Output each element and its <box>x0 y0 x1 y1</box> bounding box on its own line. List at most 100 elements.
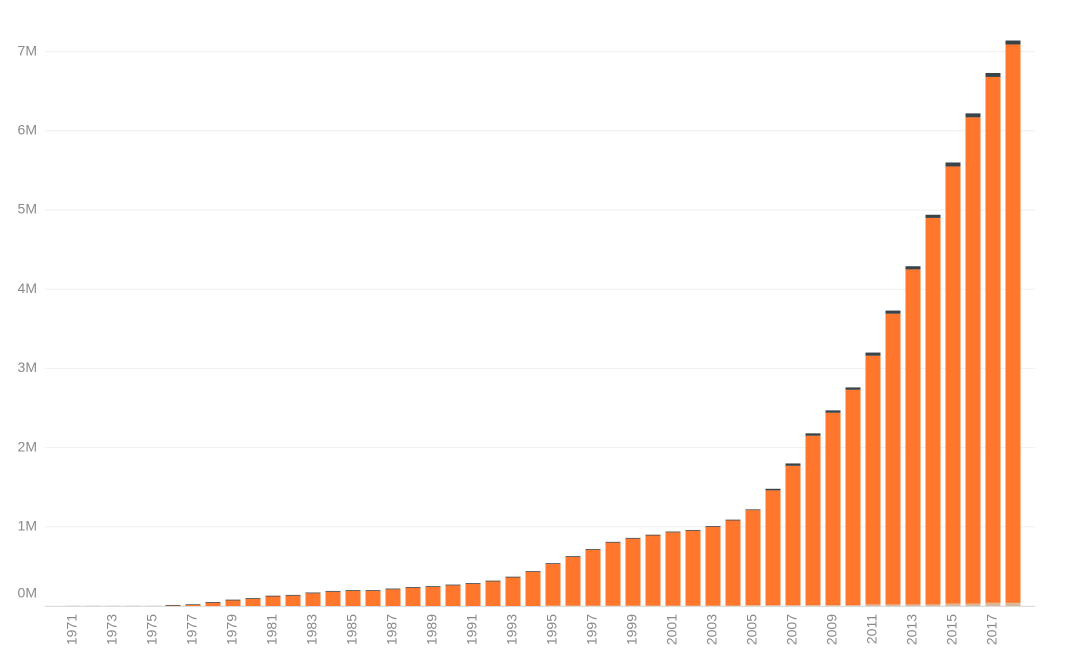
x-tick-label: 1973 <box>104 614 120 645</box>
x-tick-label: 2013 <box>904 614 920 645</box>
bar-segment <box>766 605 781 606</box>
x-tick-label: 1981 <box>264 614 280 645</box>
bar-segment <box>986 77 1001 603</box>
bar-segment <box>386 589 401 590</box>
bar-segment <box>866 353 881 356</box>
bar-segment <box>906 269 921 604</box>
bar-segment <box>966 117 981 603</box>
bar-segment <box>286 596 301 606</box>
bar-segment <box>626 539 641 606</box>
bar-segment <box>1006 603 1021 606</box>
bar-segment <box>406 588 421 606</box>
bar-segment <box>246 598 261 599</box>
bar-segment <box>426 586 441 587</box>
bar-segment <box>226 600 241 606</box>
y-tick-label: 1M <box>18 518 37 534</box>
bar-segment <box>1006 44 1021 602</box>
bar-segment <box>706 526 721 527</box>
bar-segment <box>466 584 481 606</box>
bar-segment <box>566 556 581 557</box>
x-tick-label: 1971 <box>64 614 80 645</box>
bar-segment <box>966 604 981 606</box>
bar-segment <box>866 356 881 605</box>
bar-segment <box>166 605 181 606</box>
bar-segment <box>986 73 1001 77</box>
bar-segment <box>586 550 601 606</box>
bar-segment <box>806 605 821 606</box>
bar-segment <box>326 592 341 606</box>
bar-segment <box>266 596 281 606</box>
bar-segment <box>786 463 801 465</box>
bar-segment <box>386 589 401 606</box>
bar-segment <box>906 266 921 269</box>
bar-segment <box>326 591 341 592</box>
bar-segment <box>446 585 461 606</box>
bar-segment <box>526 572 541 606</box>
bar-segment <box>766 489 781 491</box>
x-tick-label: 1995 <box>544 614 560 645</box>
bar-segment <box>786 605 801 606</box>
bar-segment <box>466 583 481 584</box>
bar-segment <box>586 549 601 550</box>
bar-segment <box>526 571 541 572</box>
x-tick-label: 1979 <box>224 614 240 645</box>
bar-segment <box>346 591 361 606</box>
y-tick-label: 4M <box>18 280 37 296</box>
bar-segment <box>846 390 861 605</box>
bar-segment <box>646 536 661 606</box>
bar-segment <box>566 557 581 606</box>
bar-segment <box>826 605 841 606</box>
bar-segment <box>246 599 261 606</box>
bar-segment <box>886 604 901 606</box>
bar-segment <box>406 587 421 588</box>
x-tick-label: 2015 <box>944 614 960 645</box>
x-tick-label: 2003 <box>704 614 720 645</box>
x-tick-label: 1993 <box>504 614 520 645</box>
bar-segment <box>486 581 501 606</box>
bar-segment <box>206 603 221 606</box>
bar-segment <box>846 605 861 606</box>
x-tick-label: 2011 <box>864 614 880 644</box>
bar-segment <box>546 564 561 606</box>
bar-segment <box>806 433 821 435</box>
bar-segment <box>726 520 741 521</box>
bar-segment <box>266 596 281 597</box>
bar-segment <box>286 595 301 596</box>
bar-segment <box>506 577 521 578</box>
bar-segment <box>886 314 901 605</box>
x-tick-label: 1989 <box>424 614 440 645</box>
y-tick-label: 2M <box>18 438 37 454</box>
bar-segment <box>986 603 1001 606</box>
bar-segment <box>426 587 441 606</box>
x-tick-label: 1983 <box>304 614 320 645</box>
bar-segment <box>606 543 621 606</box>
bar-segment <box>546 563 561 564</box>
bar-segment <box>726 520 741 605</box>
bar-segment <box>366 590 381 591</box>
x-tick-label: 2007 <box>784 614 800 645</box>
bar-segment <box>706 527 721 606</box>
bar-segment <box>666 532 681 533</box>
bar-segment <box>926 215 941 218</box>
bar-segment <box>626 538 641 539</box>
bar-segment <box>206 602 221 603</box>
bar-segment <box>826 410 841 412</box>
bar-segment <box>686 531 701 606</box>
x-tick-label: 2017 <box>984 614 1000 645</box>
bar-segment <box>946 166 961 603</box>
y-tick-label: 5M <box>18 201 37 217</box>
x-tick-label: 1975 <box>144 614 160 645</box>
bar-segment <box>446 585 461 586</box>
bar-segment <box>346 590 361 591</box>
bar-segment <box>186 604 201 605</box>
bar-segment <box>1006 41 1021 45</box>
x-tick-label: 1991 <box>464 614 480 645</box>
x-tick-label: 1999 <box>624 614 640 645</box>
x-tick-label: 1987 <box>384 614 400 645</box>
x-tick-label: 2009 <box>824 614 840 645</box>
bar-segment <box>946 162 961 166</box>
bar-segment <box>666 532 681 605</box>
bar-segment <box>826 413 841 605</box>
